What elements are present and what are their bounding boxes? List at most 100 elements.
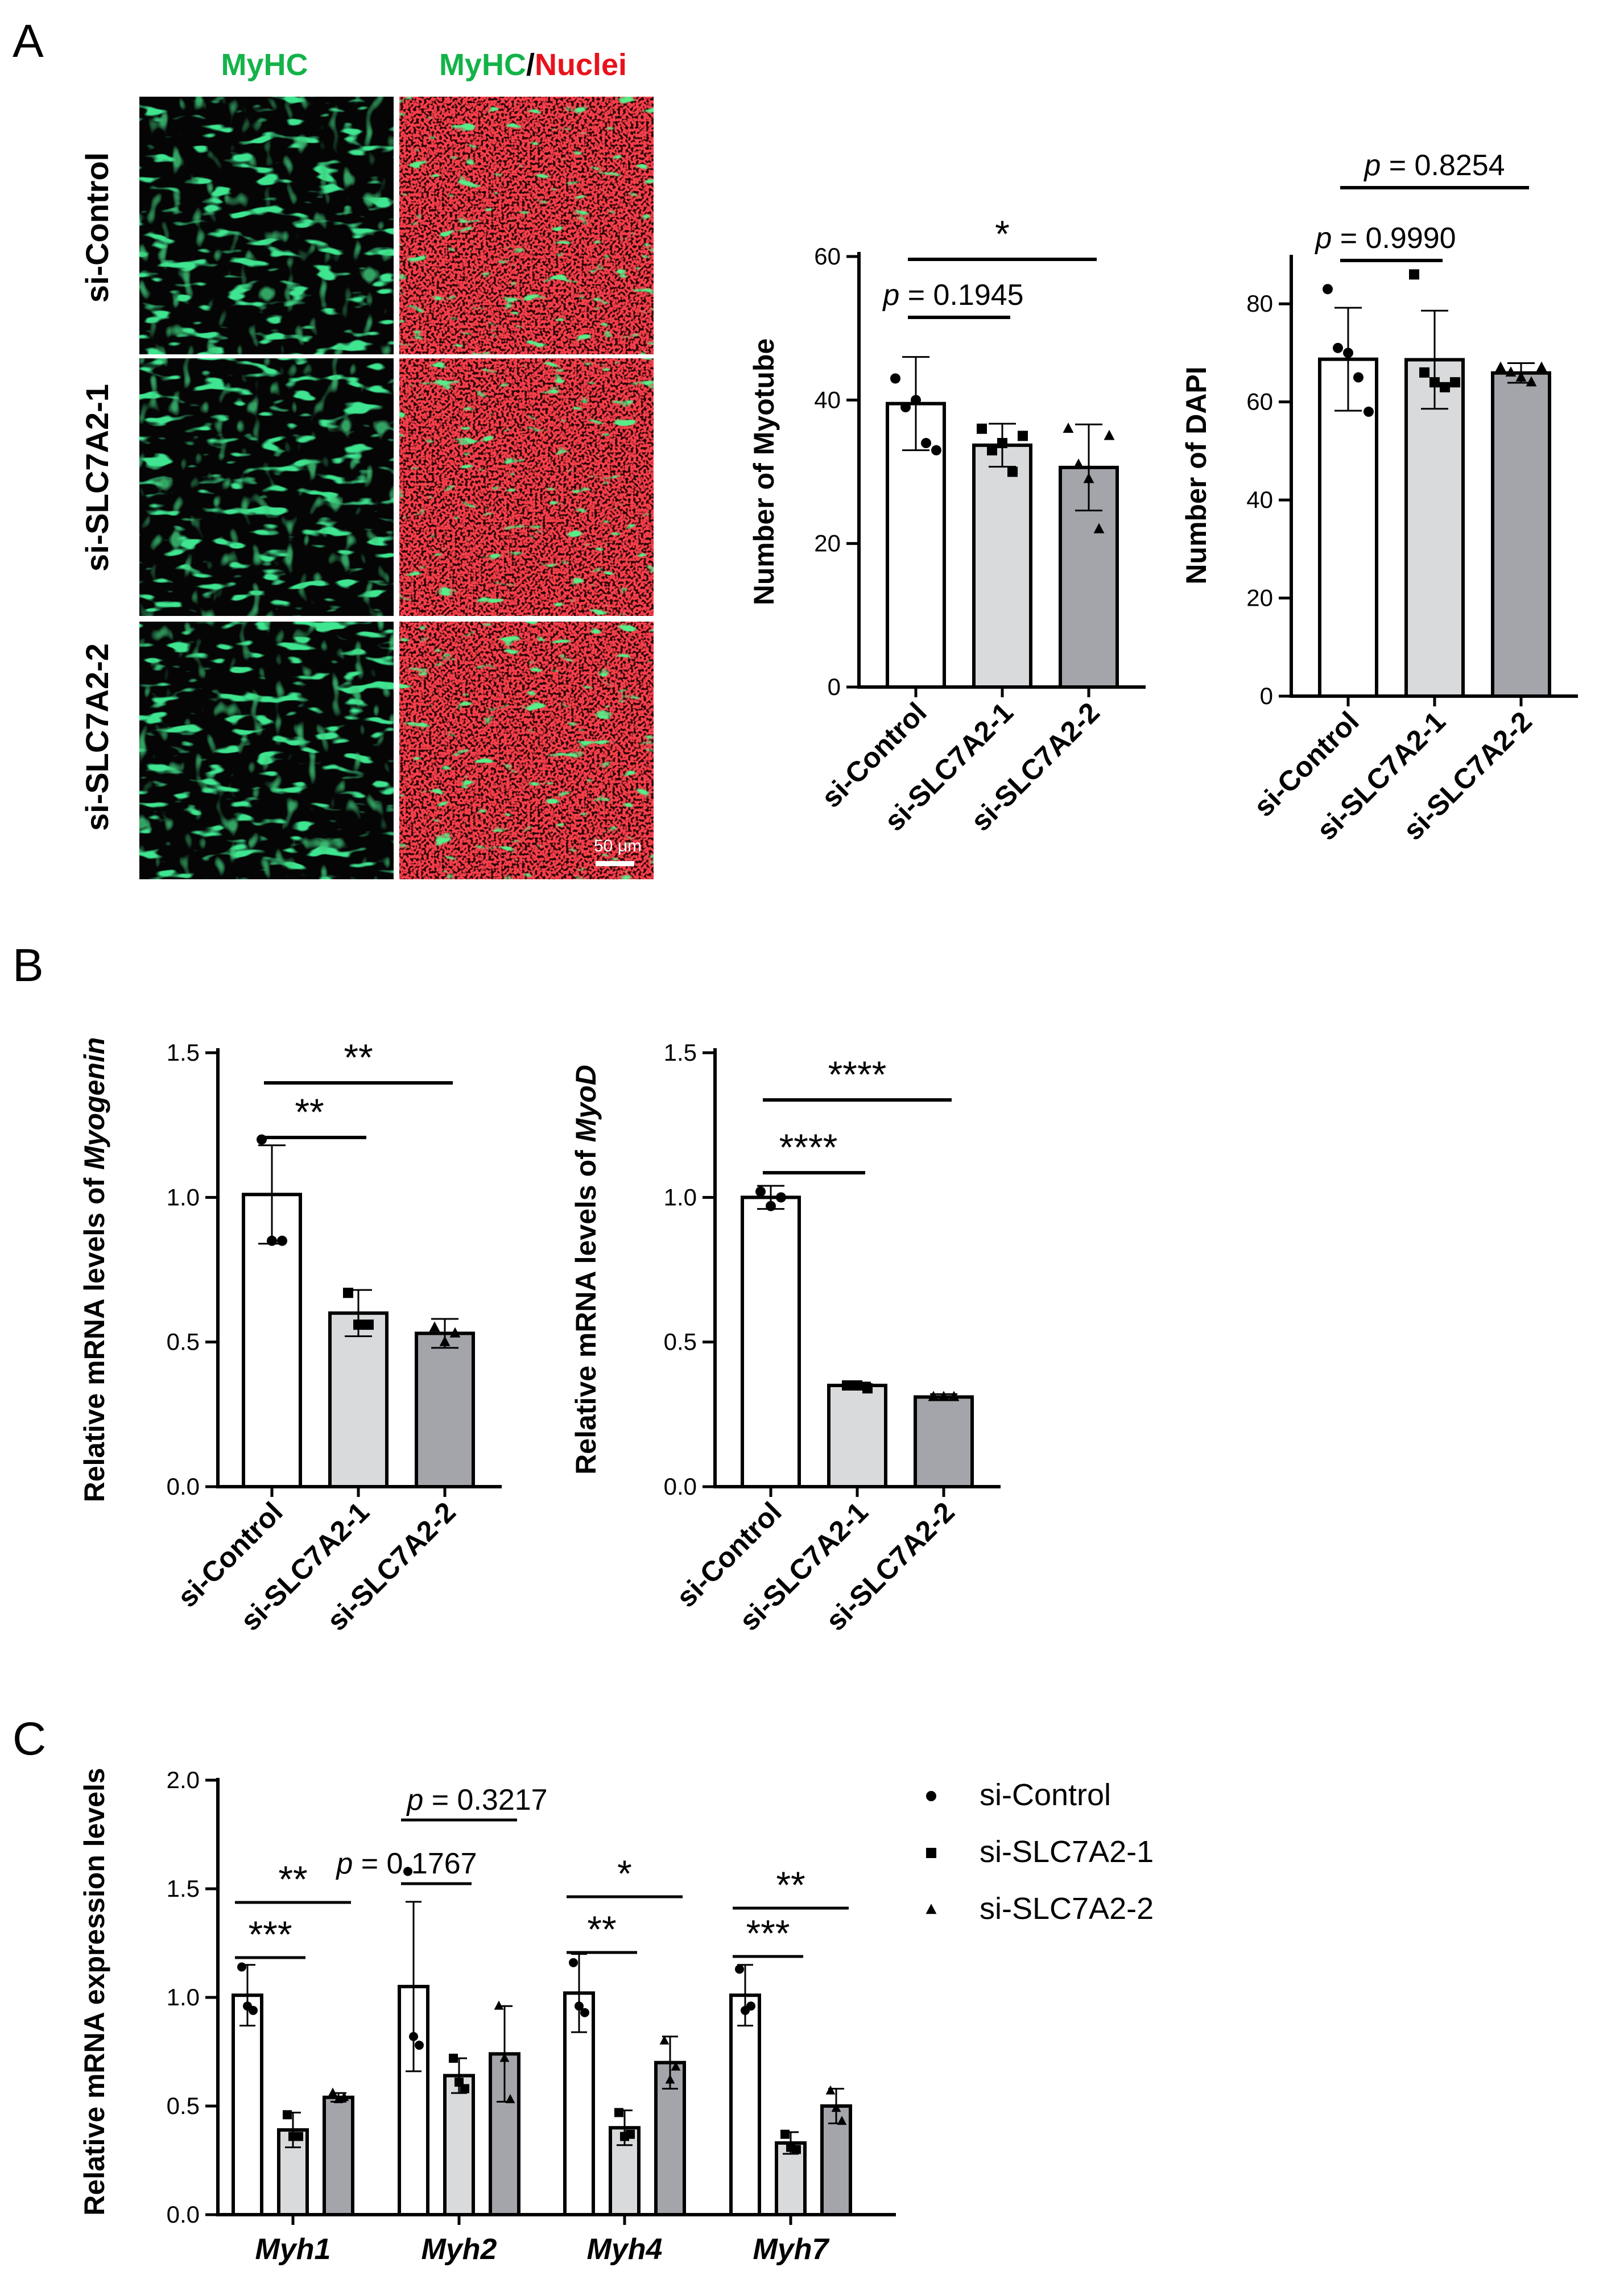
- y-tick-label-1-0: 1.0: [664, 1184, 697, 1210]
- scale-bar: [596, 861, 634, 866]
- data-point-si-slc7a2-2: [1505, 366, 1517, 377]
- y-axis-label-gene: MyoD: [570, 1065, 602, 1142]
- myhc-overlay: [399, 358, 654, 616]
- significance-label: **: [776, 1864, 805, 1906]
- data-point-myh2-si-slc7a2-1: [460, 2084, 469, 2094]
- y-axis-label: Relative mRNA levels of MyoD: [570, 1065, 602, 1475]
- myhc-stain-fibers: [139, 97, 394, 354]
- data-point-myh4-si-slc7a2-2: [665, 2074, 675, 2084]
- data-point-myh4-si-slc7a2-2: [671, 2061, 681, 2071]
- x-tick-label-myh4: Myh4: [587, 2233, 663, 2266]
- y-tick-label-40: 40: [814, 386, 841, 413]
- data-point-si-slc7a2-2: [938, 1391, 949, 1401]
- data-point-si-control: [900, 402, 911, 412]
- bar-si-slc7a2-2: [914, 1395, 974, 1488]
- data-point-myh2-si-slc7a2-2: [499, 2053, 510, 2062]
- data-point-si-control: [931, 445, 941, 456]
- data-point-si-control: [1364, 406, 1374, 417]
- data-point-si-slc7a2-2: [1093, 523, 1105, 533]
- y-tick-label-2-0: 2.0: [167, 1767, 200, 1793]
- bar-si-control: [741, 1195, 801, 1488]
- micrograph-grid: [139, 97, 654, 879]
- data-point-myh1-si-slc7a2-1: [294, 2132, 303, 2141]
- myhc-stain-fibers: [139, 622, 394, 879]
- data-point-myh7-si-control: [735, 1964, 744, 1974]
- data-point-si-control: [776, 1192, 786, 1203]
- data-point-si-slc7a2-1: [1018, 431, 1028, 441]
- significance-label-p: p: [1314, 222, 1332, 255]
- data-point-si-slc7a2-2: [1073, 458, 1084, 469]
- panel-c-letter: C: [13, 1713, 46, 1765]
- micrograph-3-merge: [399, 622, 654, 879]
- data-point-si-slc7a2-1: [852, 1380, 862, 1391]
- y-tick-label-0-5: 0.5: [167, 2092, 200, 2119]
- myhc-overlay: [399, 97, 654, 354]
- data-point-si-slc7a2-1: [1007, 466, 1018, 477]
- y-tick-label-40: 40: [1246, 486, 1273, 513]
- y-axis-label-prefix: Relative mRNA levels of: [570, 1142, 602, 1474]
- x-tick-label-myh7: Myh7: [753, 2233, 830, 2266]
- data-point-si-slc7a2-2: [1536, 361, 1547, 372]
- y-tick-label-0: 0: [828, 673, 841, 700]
- significance-label-value: = 0.8254: [1381, 149, 1505, 182]
- micrograph-2-myhc: [139, 358, 394, 616]
- significance-label: ****: [828, 1053, 887, 1095]
- data-point-myh4-si-slc7a2-1: [626, 2129, 635, 2139]
- data-point-myh2-si-control: [415, 2041, 424, 2050]
- significance-label-p: p: [1363, 149, 1381, 182]
- panel-a-letter: A: [13, 15, 44, 67]
- data-point-si-slc7a2-2: [429, 1321, 440, 1332]
- data-point-si-slc7a2-1: [1409, 269, 1419, 280]
- data-point-si-slc7a2-1: [1429, 377, 1440, 388]
- significance-label: *: [995, 213, 1010, 255]
- row-label-si-slc7a2-2: si-SLC7A2-2: [79, 643, 115, 831]
- data-point-si-control: [277, 1235, 287, 1246]
- y-tick-label-0-5: 0.5: [664, 1329, 697, 1355]
- column-header-merge: MyHC/Nuclei: [439, 48, 627, 82]
- data-point-si-slc7a2-2: [1104, 429, 1115, 440]
- data-point-myh4-si-control: [575, 2001, 584, 2011]
- bar-myh1-si-slc7a2-2: [323, 2095, 354, 2216]
- data-point-myh2-si-slc7a2-2: [494, 2000, 504, 2010]
- legend-marker-si-control: [926, 1791, 936, 1801]
- significance-label: p = 0.8254: [1363, 149, 1505, 182]
- y-tick-label-1-5: 1.5: [167, 1875, 200, 1902]
- data-point-myh2-si-slc7a2-1: [449, 2053, 458, 2063]
- data-point-si-control: [890, 373, 900, 384]
- data-point-si-control: [267, 1235, 277, 1246]
- y-tick-label-0-5: 0.5: [167, 1329, 200, 1355]
- significance-label-p: p: [335, 1847, 353, 1880]
- data-point-si-slc7a2-2: [928, 1391, 939, 1401]
- micrograph-3-myhc: [139, 622, 394, 879]
- panel-b-letter: B: [13, 940, 44, 991]
- data-point-myh4-si-slc7a2-2: [659, 2035, 670, 2045]
- data-point-si-slc7a2-1: [1450, 377, 1460, 388]
- data-point-myh2-si-slc7a2-2: [505, 2094, 515, 2103]
- data-point-si-slc7a2-1: [977, 423, 987, 434]
- x-tick-label-myh2: Myh2: [422, 2233, 497, 2266]
- y-axis-label: Number of Myotube: [748, 338, 780, 605]
- legend-marker-si-slc7a2-2: [925, 1904, 937, 1914]
- y-tick-label-20: 20: [814, 530, 841, 557]
- y-tick-label-1-5: 1.5: [664, 1039, 697, 1066]
- data-point-si-slc7a2-2: [1495, 361, 1506, 372]
- row-label-si-slc7a2-1: si-SLC7A2-1: [79, 384, 115, 572]
- data-point-myh7-si-slc7a2-1: [780, 2129, 790, 2139]
- data-point-myh4-si-slc7a2-1: [614, 2108, 623, 2117]
- column-header-merge-sep: /: [526, 48, 535, 82]
- data-point-si-slc7a2-2: [439, 1335, 451, 1346]
- data-point-myh1-si-control: [249, 2005, 258, 2015]
- data-point-si-slc7a2-1: [987, 445, 997, 456]
- significance-label-value: = 0.1945: [899, 279, 1023, 312]
- y-axis-label: Relative mRNA expression levels: [78, 1768, 110, 2215]
- column-header-merge-green: MyHC: [439, 48, 526, 82]
- bar-si-slc7a2-2: [1491, 371, 1551, 698]
- row-label-si-control: si-Control: [79, 152, 115, 303]
- bar-myh4-si-slc7a2-1: [609, 2126, 641, 2216]
- significance-label: ***: [746, 1912, 790, 1954]
- data-point-si-slc7a2-2: [1515, 371, 1527, 382]
- significance-label-value: = 0.1767: [353, 1847, 477, 1880]
- significance-label-value: = 0.3217: [423, 1784, 547, 1817]
